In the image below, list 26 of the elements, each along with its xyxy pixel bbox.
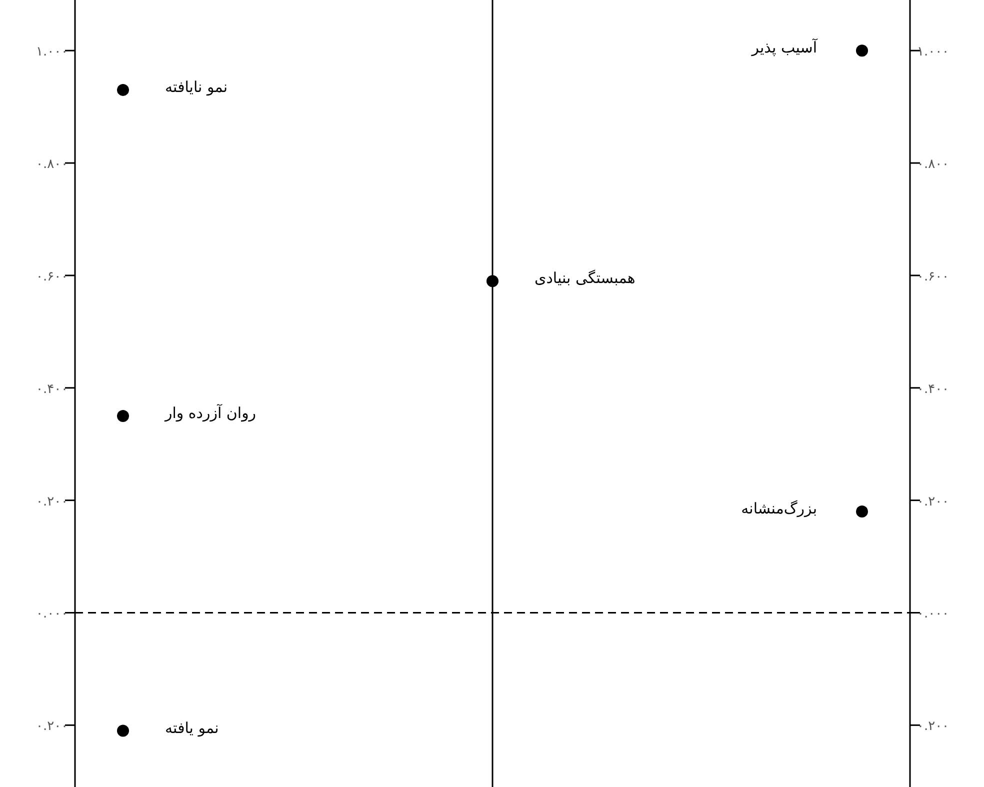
text: روان آزرده وار [164, 402, 256, 422]
text: آسیب پذیر [750, 38, 818, 57]
text: همبستگی بنیادی [534, 269, 636, 288]
point [856, 506, 868, 518]
point [117, 724, 129, 737]
text: بزرگ‌منشانه [741, 500, 817, 518]
y-tick-label: ۱.۰۰۰ [36, 44, 68, 60]
y2-tick-label: ۰.۰۰۰ [916, 606, 950, 622]
y-tick-label: ۰.۰۰۰ [36, 606, 68, 622]
point [117, 410, 129, 422]
y2-tick-label: ۱.۰۰۰ [916, 44, 950, 60]
y-tick-label: ۰.۶۰۰ [36, 269, 68, 284]
y-tick-label: ۰.۲۰۰ [36, 719, 68, 734]
y2-tick-label: ۰.۲۰۰ [916, 494, 950, 510]
text: نمو یافته [165, 718, 219, 737]
y-tick-label: ۰.۴۰۰ [36, 382, 68, 397]
y2-tick-label: ۰.۲۰۰ [916, 719, 950, 734]
y2-tick-label: ۰.۶۰۰ [916, 269, 950, 284]
point [856, 44, 868, 57]
text: نمو نایافته [165, 78, 228, 96]
point [486, 275, 498, 288]
y-tick-label: ۰.۸۰۰ [36, 157, 68, 172]
y-tick-label: ۰.۲۰۰ [36, 494, 68, 510]
point [117, 84, 129, 96]
y2-tick-label: ۰.۸۰۰ [916, 157, 950, 172]
y2-tick-label: ۰.۴۰۰ [916, 382, 950, 397]
